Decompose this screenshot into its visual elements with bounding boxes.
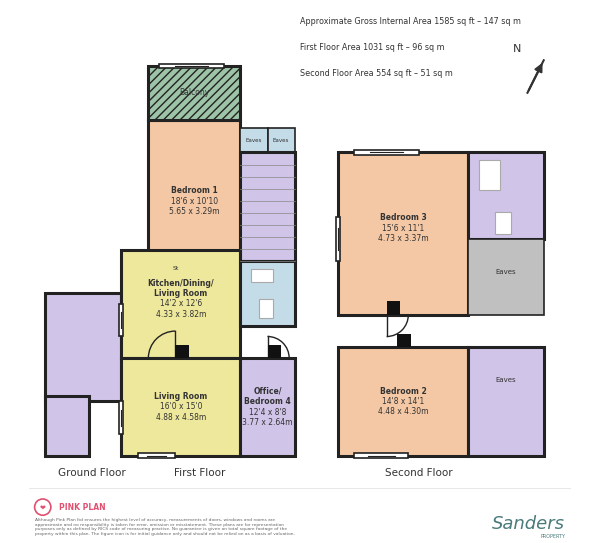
Bar [175, 345, 189, 358]
Bar [397, 334, 411, 348]
Text: 4.48 x 4.30m: 4.48 x 4.30m [377, 407, 428, 416]
Bar [121, 358, 241, 456]
Text: Living Room: Living Room [154, 289, 208, 298]
Bar [241, 358, 295, 456]
Text: PINK PLAN: PINK PLAN [59, 503, 106, 512]
Text: 3.77 x 2.64m: 3.77 x 2.64m [242, 418, 293, 427]
Text: 16'0 x 15'0: 16'0 x 15'0 [160, 402, 202, 412]
Bar [354, 453, 409, 458]
Bar [268, 128, 295, 153]
Text: Eaves: Eaves [496, 377, 516, 383]
Text: 4.33 x 3.82m: 4.33 x 3.82m [155, 310, 206, 319]
Text: 4.73 x 3.37m: 4.73 x 3.37m [377, 234, 428, 243]
Text: St: St [172, 266, 179, 272]
Text: Bedroom 2: Bedroom 2 [380, 387, 426, 396]
Bar [241, 128, 268, 153]
Text: First Floor: First Floor [174, 469, 226, 478]
Bar [336, 217, 340, 261]
Bar [268, 345, 281, 358]
Text: Sanders: Sanders [493, 515, 565, 533]
Text: Eaves: Eaves [246, 138, 262, 143]
Bar [241, 261, 295, 326]
Text: N: N [512, 45, 521, 54]
Bar [338, 153, 468, 315]
Text: Eaves: Eaves [496, 268, 516, 275]
Bar [119, 304, 124, 337]
Text: PROPERTY: PROPERTY [541, 534, 565, 539]
Text: Second Floor Area 554 sq ft – 51 sq m: Second Floor Area 554 sq ft – 51 sq m [300, 69, 453, 78]
Bar [479, 161, 500, 190]
Bar [241, 153, 295, 261]
Text: 14'8 x 14'1: 14'8 x 14'1 [382, 397, 424, 406]
Bar [119, 401, 124, 434]
Bar [259, 299, 273, 318]
Text: Bedroom 3: Bedroom 3 [380, 213, 426, 223]
Bar [159, 64, 224, 68]
Bar [468, 239, 544, 315]
Bar [137, 453, 175, 458]
Text: Living Room: Living Room [154, 392, 208, 401]
Bar [121, 250, 241, 358]
Text: Although Pink Plan ltd ensures the highest level of accuracy, measurements of do: Although Pink Plan ltd ensures the highe… [35, 518, 295, 536]
Bar [46, 293, 121, 401]
Bar [148, 120, 241, 261]
Bar [386, 301, 400, 315]
Text: Office/: Office/ [253, 387, 282, 396]
Text: First Floor Area 1031 sq ft – 96 sq m: First Floor Area 1031 sq ft – 96 sq m [300, 43, 445, 52]
Bar [251, 269, 273, 282]
Text: Kitchen/Dining/: Kitchen/Dining/ [148, 279, 214, 288]
Text: Bedroom 1: Bedroom 1 [171, 186, 218, 195]
Bar [468, 153, 544, 239]
Text: Second Floor: Second Floor [385, 469, 453, 478]
Text: 12'4 x 8'8: 12'4 x 8'8 [249, 408, 286, 416]
Text: 4.88 x 4.58m: 4.88 x 4.58m [156, 413, 206, 422]
Bar [338, 348, 468, 456]
Text: 5.65 x 3.29m: 5.65 x 3.29m [169, 207, 220, 216]
Bar [468, 348, 544, 456]
Text: Ground Floor: Ground Floor [58, 469, 125, 478]
Text: 15'6 x 11'1: 15'6 x 11'1 [382, 224, 424, 232]
Text: Eaves: Eaves [273, 138, 289, 143]
Text: Bedroom 4: Bedroom 4 [244, 397, 291, 406]
Bar [354, 150, 419, 155]
Bar [46, 396, 89, 456]
Bar [148, 66, 241, 120]
Text: Balcony: Balcony [179, 89, 209, 97]
Text: ❤: ❤ [40, 504, 46, 510]
Text: 14'2 x 12'6: 14'2 x 12'6 [160, 299, 202, 308]
Text: Approximate Gross Internal Area 1585 sq ft – 147 sq m: Approximate Gross Internal Area 1585 sq … [300, 17, 521, 26]
Text: 18'6 x 10'10: 18'6 x 10'10 [171, 197, 218, 206]
Bar [495, 212, 511, 233]
